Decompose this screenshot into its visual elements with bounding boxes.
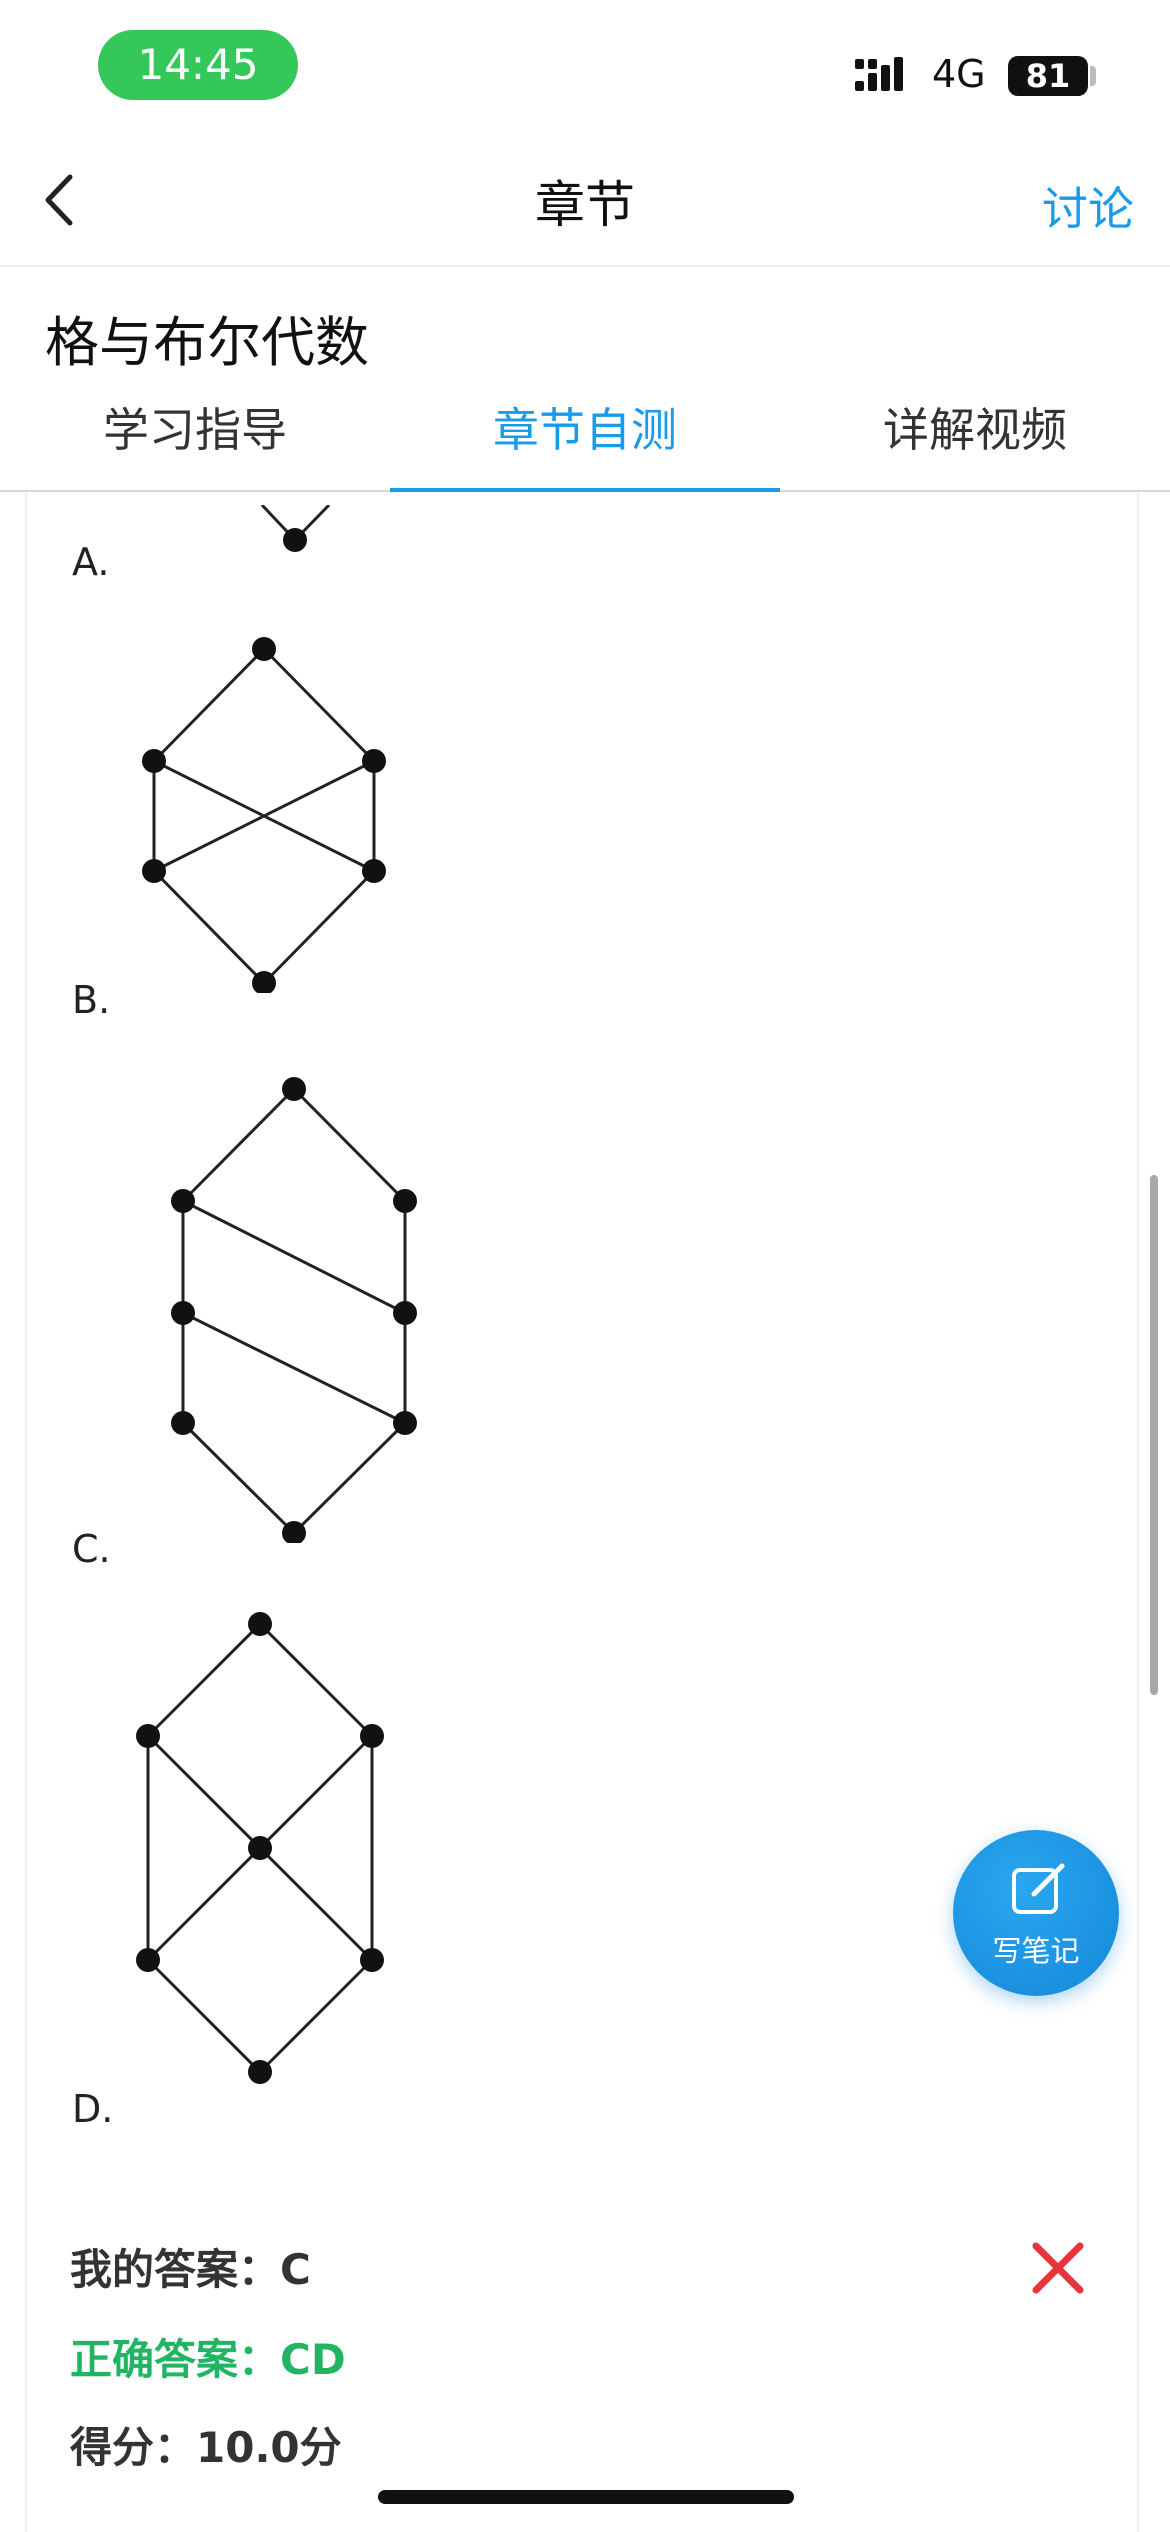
correct-answer: 正确答案：CD bbox=[70, 2335, 346, 2384]
signal-icon bbox=[855, 57, 903, 91]
battery-icon: 81 bbox=[1008, 56, 1088, 96]
my-answer: 我的答案：C bbox=[70, 2245, 311, 2294]
option-d-label[interactable]: D. bbox=[72, 2087, 114, 2131]
option-a-label[interactable]: A. bbox=[72, 540, 110, 584]
option-d-hasse-diagram bbox=[136, 1612, 384, 2084]
option-c-hasse-diagram bbox=[171, 1077, 417, 1543]
page-title: 章节 bbox=[535, 176, 635, 234]
back-chevron-icon[interactable] bbox=[38, 165, 88, 235]
score: 得分：10.0分 bbox=[70, 2423, 342, 2472]
chapter-title: 格与布尔代数 bbox=[45, 311, 369, 374]
status-bar: 14:45 4G 81 bbox=[0, 0, 1170, 130]
tab-bar: 学习指导 章节自测 详解视频 bbox=[0, 385, 1170, 492]
status-time: 14:45 bbox=[98, 30, 298, 100]
option-b-hasse-diagram bbox=[142, 637, 386, 993]
network-type: 4G bbox=[932, 52, 986, 96]
scrollbar[interactable] bbox=[1150, 1175, 1158, 1695]
tab-study-guide[interactable]: 学习指导 bbox=[103, 403, 287, 457]
wrong-x-icon bbox=[1032, 2242, 1084, 2294]
home-indicator[interactable] bbox=[378, 2490, 794, 2504]
battery-tip bbox=[1090, 66, 1096, 86]
discuss-link[interactable]: 讨论 bbox=[1042, 182, 1134, 236]
edit-note-icon bbox=[1012, 1863, 1065, 1914]
tab-chapter-test[interactable]: 章节自测 bbox=[390, 385, 780, 492]
option-a-hasse-diagram bbox=[260, 505, 331, 552]
tab-video[interactable]: 详解视频 bbox=[883, 403, 1067, 457]
option-b-label[interactable]: B. bbox=[72, 978, 111, 1022]
nav-bar: 章节 讨论 bbox=[0, 135, 1170, 267]
write-note-label: 写笔记 bbox=[992, 1934, 1080, 1968]
write-note-button[interactable]: 写笔记 bbox=[953, 1830, 1119, 1996]
question-card: A. B. bbox=[25, 493, 1139, 2532]
option-c-label[interactable]: C. bbox=[72, 1527, 111, 1571]
